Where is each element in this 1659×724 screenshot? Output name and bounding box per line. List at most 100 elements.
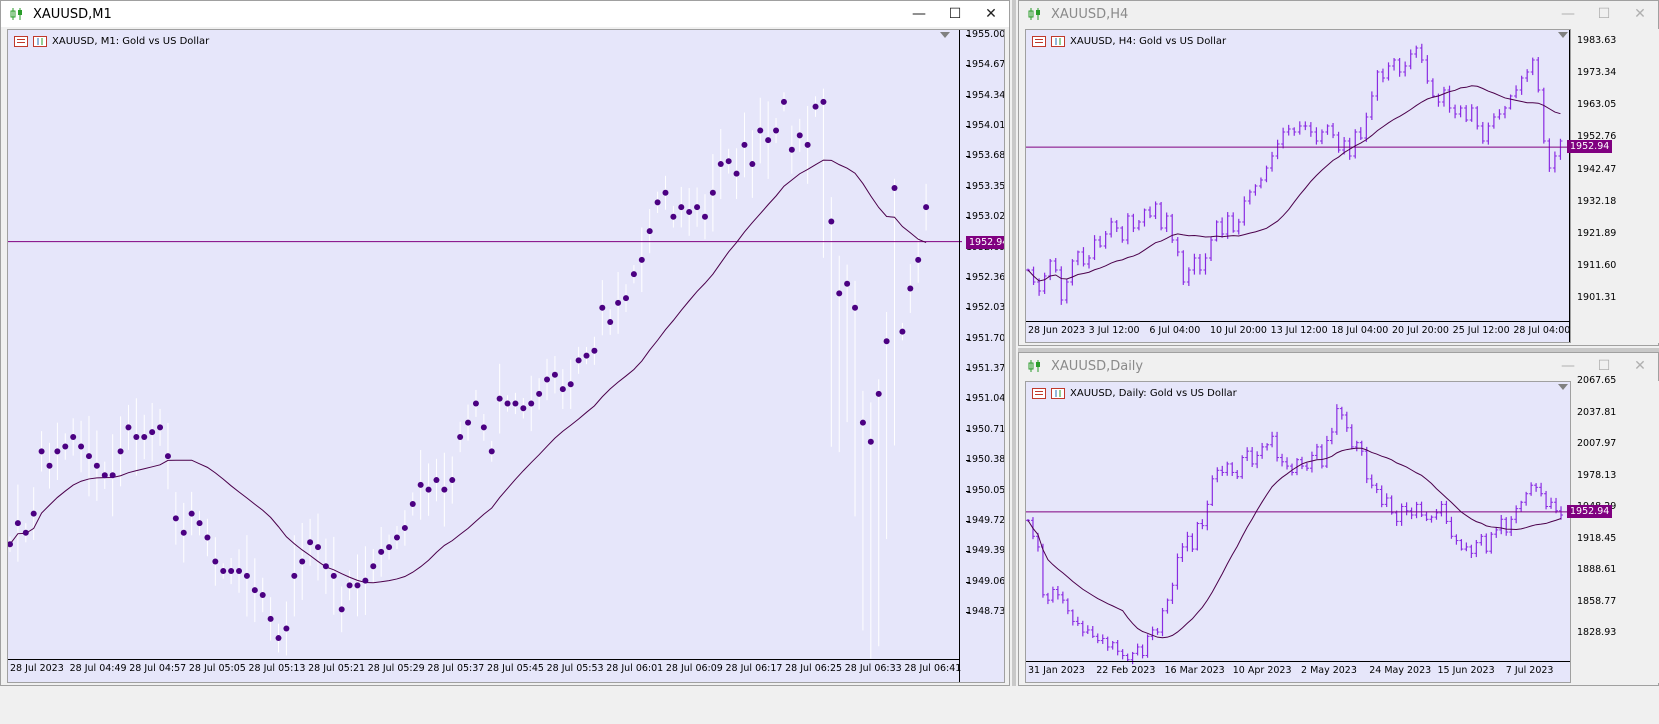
minimize-button[interactable]: — [1561, 358, 1575, 374]
moving-average-line [9, 159, 927, 584]
price-axis-labels[interactable]: 1983.63 1973.34 1963.05 1952.76 1942.47 1932.… [1571, 29, 1659, 343]
price-dot [133, 433, 140, 440]
price-dot [401, 524, 408, 531]
price-dot [567, 381, 574, 388]
price-dot [670, 213, 677, 220]
price-axis[interactable]: 1955.00 1954.67 1954.34 1954.01 1953.68 1953.… [959, 30, 1004, 682]
price-dot [694, 204, 701, 211]
price-dot [180, 529, 187, 536]
price-dot [472, 400, 479, 407]
price-dot [536, 390, 543, 397]
price-dot [441, 486, 448, 493]
time-tick-label: 24 May 2023 [1369, 665, 1432, 676]
price-dot [338, 606, 345, 613]
title-bar-m1[interactable]: XAUUSD,M1 — ☐ ✕ [1, 1, 1009, 27]
price-dot [275, 635, 282, 642]
price-tick-label: 1953.35 [966, 180, 1005, 192]
price-dot [46, 462, 53, 469]
price-dot [820, 98, 827, 105]
maximize-button[interactable]: ☐ [1597, 358, 1611, 374]
price-tick-label: 1952.03 [966, 302, 1005, 314]
price-dot [859, 419, 866, 426]
title-bar-h4[interactable]: XAUUSD,H4 — ☐ ✕ [1019, 1, 1658, 27]
chart-canvas-h4[interactable]: XAUUSD, H4: Gold vs US Dollar 28 Jun 202… [1025, 29, 1571, 343]
time-tick-label: 6 Jul 04:00 [1149, 325, 1201, 336]
price-dot [228, 568, 235, 575]
time-tick-label: 18 Jul 04:00 [1331, 325, 1389, 336]
price-dot [196, 520, 203, 527]
chart-window-m1[interactable]: XAUUSD,M1 — ☐ ✕ XAUUSD, M1: Gold vs US D… [0, 0, 1010, 686]
price-tick-label: 1952.36 [966, 271, 1005, 283]
price-tick-label: 1953.02 [966, 211, 1005, 223]
price-tick-label: 1955.00 [966, 29, 1005, 40]
price-dot [22, 529, 29, 536]
price-dot [433, 477, 440, 484]
chart-window-h4[interactable]: XAUUSD,H4 — ☐ ✕ XAUUSD, H4: Gold vs US D… [1018, 0, 1659, 346]
time-axis[interactable]: 31 Jan 2023 22 Feb 2023 16 Mar 2023 10 Apr … [1026, 661, 1570, 682]
chart-type-icon [33, 36, 47, 47]
price-dot [8, 541, 13, 548]
price-tick-label: 1954.34 [966, 89, 1005, 101]
properties-icon [1032, 36, 1046, 47]
price-dot [583, 352, 590, 359]
chart-canvas-m1[interactable]: XAUUSD, M1: Gold vs US Dollar 1955.00 195… [7, 29, 1005, 683]
price-dot [599, 304, 606, 311]
close-button[interactable]: ✕ [1634, 358, 1646, 374]
price-dot [686, 208, 693, 215]
time-tick-label: 22 Feb 2023 [1096, 665, 1156, 676]
title-bar-daily[interactable]: XAUUSD,Daily — ☐ ✕ [1019, 353, 1658, 379]
price-tick-label: 2067.65 [1577, 375, 1617, 386]
price-dot [852, 304, 859, 311]
moving-average-line [1027, 85, 1561, 282]
price-dot [125, 424, 132, 431]
time-axis[interactable]: 28 Jul 2023 28 Jul 04:49 28 Jul 04:57 28 Ju… [8, 659, 962, 682]
time-tick-label: 7 Jul 2023 [1505, 665, 1554, 676]
maximize-button[interactable]: ☐ [1597, 6, 1611, 22]
price-dot [520, 405, 527, 412]
price-tick-label: 1888.61 [1577, 564, 1617, 575]
price-dot [315, 544, 321, 551]
price-dot [488, 448, 495, 455]
price-dot [465, 419, 472, 426]
maximize-button[interactable]: ☐ [948, 6, 962, 22]
price-dot [623, 295, 629, 302]
price-dot [733, 170, 740, 177]
time-axis[interactable]: 28 Jun 2023 3 Jul 12:00 6 Jul 04:00 10 Jul … [1026, 321, 1570, 342]
price-dot [796, 132, 803, 139]
current-price-label: 1952.94 [1567, 140, 1613, 154]
price-dot [212, 558, 219, 565]
time-tick-label: 16 Mar 2023 [1164, 665, 1225, 676]
price-dot [638, 256, 645, 263]
price-dot [70, 433, 77, 440]
price-dot [393, 534, 400, 541]
price-dot [291, 572, 298, 579]
price-axis-labels[interactable]: 2067.652037.812007.971978.131948.291918.… [1571, 375, 1659, 683]
price-tick-label: 1973.34 [1577, 67, 1617, 79]
minimize-button[interactable]: — [1561, 6, 1575, 22]
price-tick-label: 1951.37 [966, 363, 1005, 375]
price-axis[interactable] [1569, 30, 1570, 342]
time-tick-label: 28 Jul 05:37 [427, 663, 485, 674]
price-tick-label: 1932.18 [1577, 195, 1617, 207]
price-dot [251, 587, 258, 594]
price-tick-label: 1983.63 [1577, 35, 1617, 46]
price-tick-label: 1858.77 [1577, 595, 1617, 607]
price-dot [141, 433, 148, 440]
close-button[interactable]: ✕ [985, 6, 997, 22]
price-tick-label: 1918.45 [1577, 532, 1617, 544]
daily-plot [1026, 384, 1570, 665]
time-tick-label: 28 Jul 2023 [10, 663, 64, 674]
price-dot [164, 453, 171, 460]
price-dot [765, 137, 772, 144]
price-dot [496, 395, 503, 402]
minimize-button[interactable]: — [912, 6, 926, 22]
price-tick-label: 1828.93 [1577, 627, 1617, 638]
time-tick-label: 28 Jul 06:41 [904, 663, 962, 674]
price-dot [480, 424, 487, 431]
price-tick-label: 1950.71 [966, 423, 1005, 435]
chart-canvas-daily[interactable]: XAUUSD, Daily: Gold vs US Dollar 31 Jan … [1025, 381, 1571, 683]
price-dot [646, 228, 653, 235]
chart-window-daily[interactable]: XAUUSD,Daily — ☐ ✕ XAUUSD, Daily: Gold v… [1018, 352, 1659, 686]
price-dot [204, 534, 211, 541]
close-button[interactable]: ✕ [1634, 6, 1646, 22]
